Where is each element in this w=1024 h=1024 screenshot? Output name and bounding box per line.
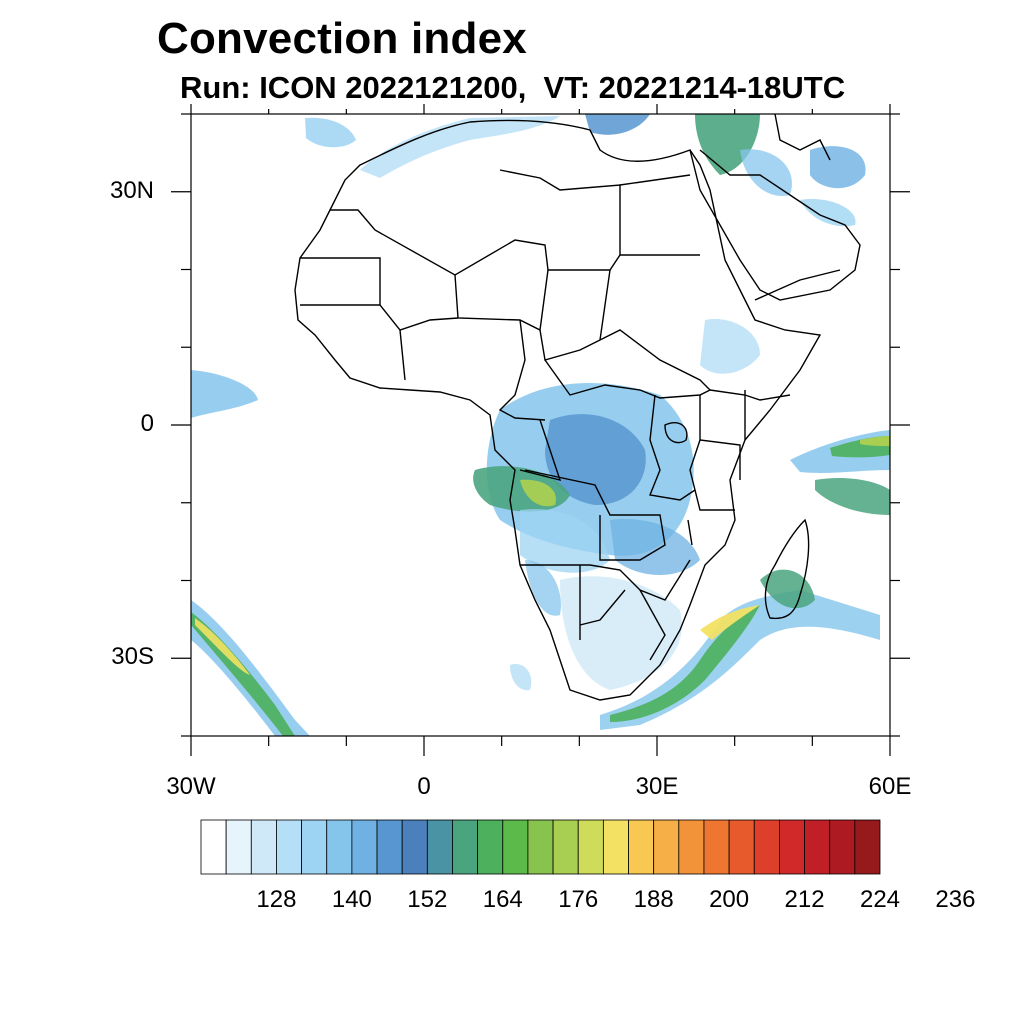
colorbar-swatch xyxy=(326,819,353,875)
colorbar-swatch xyxy=(703,819,730,875)
convection-area-indian-ocean-peak xyxy=(860,436,890,446)
convection-area-middle-east xyxy=(740,149,792,196)
border-line xyxy=(499,169,621,255)
colorbar-swatch xyxy=(527,819,554,875)
arabian-peninsula-coast xyxy=(689,149,861,301)
convection-area-sw-atlantic-band xyxy=(191,600,310,736)
border-line xyxy=(300,257,381,306)
colorbar xyxy=(200,819,881,875)
lon-tick-label: 30E xyxy=(635,773,679,800)
colorbar-swatch xyxy=(452,819,479,875)
convection-area-angola xyxy=(520,509,610,573)
convection-area-angola-coast xyxy=(520,479,556,507)
colorbar-swatch xyxy=(225,819,252,875)
axis-ticks xyxy=(171,104,910,756)
colorbar-swatch xyxy=(628,819,655,875)
border-line xyxy=(649,394,696,501)
convection-area-ethiopia xyxy=(700,319,760,374)
colorbar-swatch xyxy=(577,819,604,875)
border-line xyxy=(539,329,711,391)
colorbar-swatch xyxy=(829,819,856,875)
colorbar-swatch xyxy=(301,819,328,875)
caspian-and-gulf xyxy=(774,114,831,161)
colorbar-swatch xyxy=(653,819,680,875)
colorbar-swatch xyxy=(854,819,881,875)
convection-area-se-peak xyxy=(700,605,760,640)
colorbar-label: 224 xyxy=(859,886,901,913)
border-line xyxy=(454,269,549,332)
lat-tick-label: 30N xyxy=(109,176,154,204)
lat-tick-label: 0 xyxy=(140,410,154,437)
border-line xyxy=(754,269,841,301)
lon-tick-label: 0 xyxy=(417,773,431,800)
colorbar-swatch xyxy=(678,819,705,875)
convection-field xyxy=(191,114,890,736)
border-line xyxy=(399,329,406,381)
lon-tick-label: 30W xyxy=(166,773,216,800)
border-line xyxy=(330,209,700,276)
colorbar-label: 200 xyxy=(709,886,750,913)
colorbar-swatch xyxy=(728,819,755,875)
lat-tick-label: 30S xyxy=(111,643,154,671)
convection-area-mediterranean xyxy=(360,116,560,178)
colorbar-swatch xyxy=(502,819,529,875)
border-line xyxy=(524,469,666,561)
convection-area-southern-africa xyxy=(560,576,682,690)
colorbar-label: 164 xyxy=(482,886,523,913)
chart-subtitle: Run: ICON 2022121200, VT: 20221214-18UTC xyxy=(180,70,846,105)
colorbar-label: 176 xyxy=(558,886,599,913)
border-line xyxy=(520,559,691,601)
colorbar-swatch xyxy=(200,819,227,875)
convection-area-atlantic-equator xyxy=(191,370,258,418)
border-line xyxy=(639,589,666,661)
convection-area-zambia xyxy=(610,519,700,575)
colorbar-swatch xyxy=(477,819,504,875)
convection-area-iran xyxy=(810,146,866,189)
colorbar-label: 128 xyxy=(256,886,297,913)
convection-area-aegean xyxy=(585,114,650,135)
convection-area-se-core xyxy=(610,605,760,722)
lake-victoria xyxy=(664,422,688,444)
border-line xyxy=(699,395,741,480)
chart-title: Convection index xyxy=(157,14,527,63)
convection-area-north-atlantic xyxy=(305,117,356,148)
lake-malawi xyxy=(687,519,693,546)
border-line xyxy=(689,439,735,511)
country-borders xyxy=(294,114,861,701)
colorbar-swatch xyxy=(753,819,780,875)
border-line xyxy=(579,589,626,626)
colorbar-label: 236 xyxy=(935,886,976,913)
colorbar-swatch xyxy=(552,819,579,875)
colorbar-label: 212 xyxy=(784,886,825,913)
convection-area-sw-atlantic-peak xyxy=(195,618,250,675)
africa-coastline xyxy=(294,119,822,701)
colorbar-swatch xyxy=(401,819,428,875)
colorbar-swatch xyxy=(804,819,831,875)
convection-area-indian-ocean-south xyxy=(815,478,890,515)
border-line xyxy=(619,174,691,186)
colorbar-label: 140 xyxy=(331,886,372,913)
convection-area-gulf xyxy=(800,199,856,227)
border-line xyxy=(498,319,546,421)
colorbar-swatch xyxy=(376,819,403,875)
border-line xyxy=(519,419,562,481)
border-line xyxy=(599,269,611,341)
convection-area-south-atlantic-small xyxy=(510,664,532,691)
colorbar-swatch xyxy=(250,819,277,875)
convection-area-madagascar xyxy=(760,569,815,609)
border-line xyxy=(709,389,791,401)
madagascar-coast xyxy=(764,518,810,620)
lon-tick-label: 60E xyxy=(868,773,912,800)
colorbar-swatch xyxy=(351,819,378,875)
colorbar-swatch xyxy=(276,819,302,875)
colorbar-swatch xyxy=(602,819,629,875)
colorbar-label: 152 xyxy=(407,886,448,913)
colorbar-swatch xyxy=(426,819,453,875)
colorbar-label: 188 xyxy=(633,886,674,913)
colorbar-swatch xyxy=(779,819,805,875)
convection-area-congo-core xyxy=(545,414,646,505)
border-line xyxy=(379,304,459,331)
convection-area-namibia xyxy=(525,560,561,616)
